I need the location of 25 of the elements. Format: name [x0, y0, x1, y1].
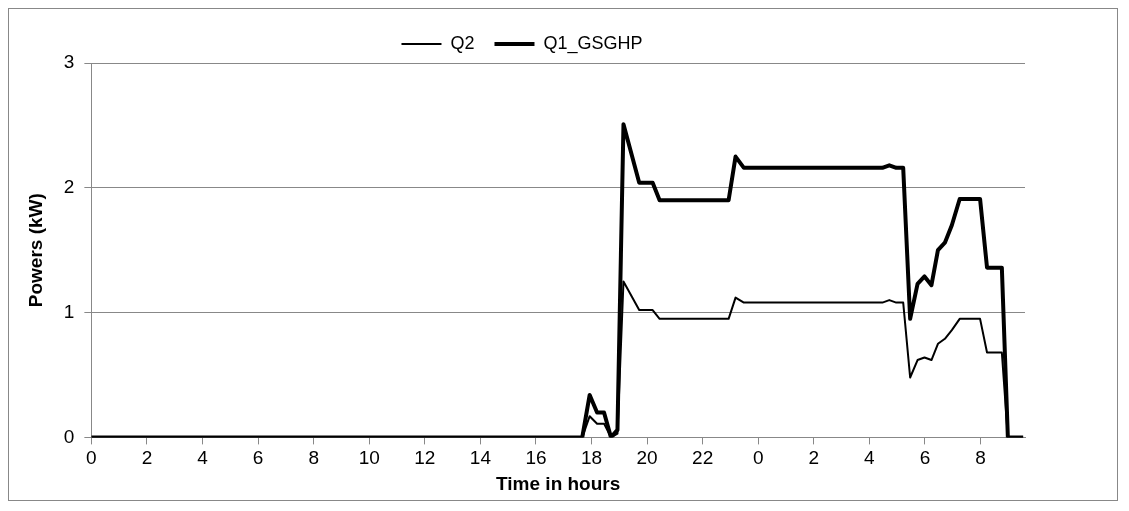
x-tick-label: 6	[919, 447, 931, 469]
x-tick-label: 16	[525, 447, 547, 469]
y-axis-title: Powers (kW)	[24, 193, 46, 308]
x-tick-label: 14	[469, 447, 492, 469]
x-tick-label: 2	[808, 447, 820, 469]
y-tick-label: 1	[63, 300, 75, 322]
x-tick-label: 8	[308, 447, 319, 469]
x-tick-label: 0	[86, 447, 97, 469]
y-tick-label: 0	[63, 425, 75, 447]
y-tick-label: 2	[63, 176, 75, 198]
x-axis-title: Time in hours	[496, 472, 621, 494]
legend-label: Q2	[450, 32, 475, 53]
x-tick-label: 6	[252, 447, 264, 469]
x-tick-label: 20	[636, 447, 658, 469]
x-tick-label: 2	[141, 447, 153, 469]
x-tick-label: 8	[975, 447, 986, 469]
y-tick-label: 3	[63, 51, 75, 73]
x-tick-label: 0	[752, 447, 764, 469]
x-tick-label: 18	[580, 447, 603, 469]
x-tick-label: 22	[692, 447, 714, 469]
x-tick-label: 10	[358, 447, 380, 469]
x-tick-label: 4	[197, 447, 209, 469]
x-tick-label: 4	[864, 447, 876, 469]
legend-label: Q1_GSGHP	[543, 32, 643, 54]
x-tick-label: 12	[414, 447, 436, 469]
